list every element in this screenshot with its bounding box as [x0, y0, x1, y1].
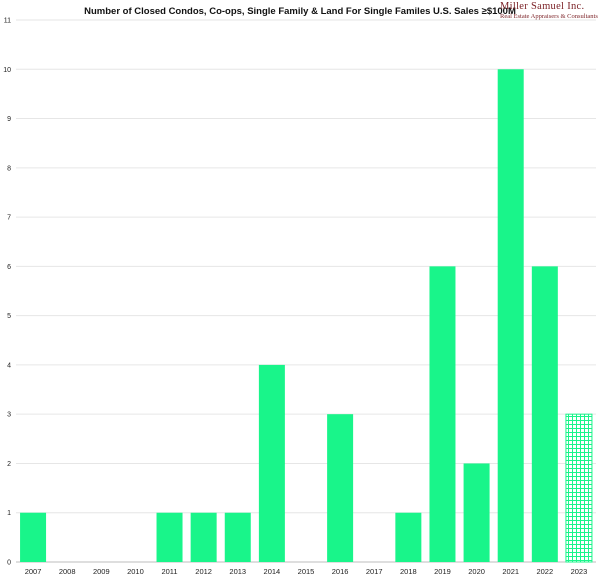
y-tick-label: 3 — [7, 412, 11, 419]
x-tick-label-2014: 2014 — [264, 567, 281, 576]
bar-2011 — [156, 512, 183, 562]
x-tick-label-2010: 2010 — [127, 567, 144, 576]
y-tick-label: 8 — [7, 165, 11, 172]
x-tick-label-2020: 2020 — [468, 567, 485, 576]
bar-2012 — [190, 512, 217, 562]
x-tick-label-2016: 2016 — [332, 567, 349, 576]
bar-2007 — [20, 512, 47, 562]
x-axis: 2007 2008 2009 2010 2011 2012 2013 2014 2015 2016… — [25, 567, 588, 576]
x-tick-label-2009: 2009 — [93, 567, 110, 576]
bar-2023 — [565, 413, 593, 563]
y-axis: 0 1 2 3 4 5 6 7 8 9 10 11 — [3, 18, 11, 567]
x-tick-label-2015: 2015 — [298, 567, 315, 576]
y-tick-label: 6 — [7, 264, 11, 271]
x-tick-label-2022: 2022 — [536, 567, 553, 576]
x-tick-label-2012: 2012 — [195, 567, 212, 576]
y-tick-label: 10 — [3, 67, 11, 74]
x-tick-label-2011: 2011 — [161, 567, 177, 576]
bar-2022 — [531, 266, 558, 562]
bar-2021 — [497, 69, 524, 562]
x-tick-label-2017: 2017 — [366, 567, 383, 576]
x-tick-label-2019: 2019 — [434, 567, 451, 576]
y-tick-label: 5 — [7, 313, 11, 320]
x-tick-label-2021: 2021 — [502, 567, 519, 576]
y-tick-label: 11 — [4, 18, 11, 25]
bar-2014 — [258, 364, 285, 562]
x-tick-label-2018: 2018 — [400, 567, 417, 576]
chart-title: Number of Closed Condos, Co-ops, Single … — [84, 6, 516, 17]
x-tick-label-2013: 2013 — [229, 567, 246, 576]
company-logo: Miller Samuel Inc. Real Estate Appraiser… — [500, 1, 598, 20]
y-tick-label: 0 — [7, 560, 11, 567]
logo-brand: Miller Samuel Inc. — [500, 1, 585, 12]
y-tick-label: 4 — [7, 362, 11, 369]
logo-tagline: Real Estate Appraisers & Consultants — [500, 12, 598, 20]
x-tick-label-2007: 2007 — [25, 567, 42, 576]
bar-2016 — [327, 414, 354, 562]
x-tick-label-2008: 2008 — [59, 567, 76, 576]
bar-2013 — [224, 512, 251, 562]
bar-2019 — [429, 266, 456, 562]
y-tick-label: 2 — [7, 461, 11, 468]
bar-2018 — [395, 512, 422, 562]
y-tick-label: 7 — [7, 215, 11, 222]
y-tick-label: 9 — [7, 116, 11, 123]
x-tick-label-2023: 2023 — [571, 567, 588, 576]
y-tick-label: 1 — [7, 510, 11, 517]
bar-2020 — [463, 463, 490, 562]
bars — [20, 69, 593, 563]
